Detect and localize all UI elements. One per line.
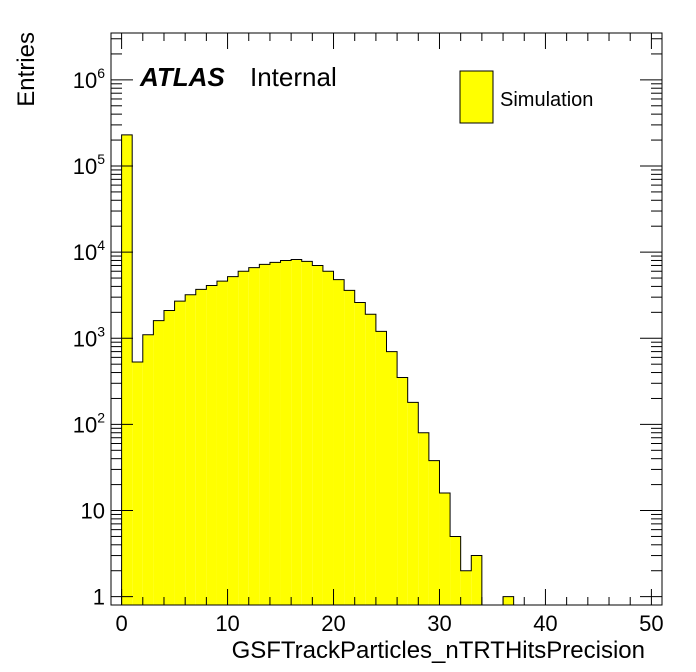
histogram-bar [216,281,228,605]
histogram-bar [354,302,366,605]
histogram-bar [450,536,461,605]
histogram-bar [238,271,249,605]
histogram-bar [227,276,239,605]
histogram-bar [280,260,292,605]
histogram-bar [344,290,355,605]
histogram-bar [428,460,440,605]
tick-labels: 0 10 20 30 40 50 1 10 102 103 104 105 106 [73,65,664,636]
histogram-bar [185,294,196,605]
histogram-bar [301,261,313,605]
x-tick-label: 30 [427,611,451,636]
histogram-bar [418,432,429,605]
histogram-bar [333,279,345,605]
internal-label: Internal [250,62,337,92]
histogram-bar [291,259,302,605]
legend-label-simulation: Simulation [500,89,593,111]
y-tick-label: 10 [81,499,105,524]
histogram-bar [397,377,408,605]
y-tick-label: 104 [73,237,105,265]
histogram-bar [375,331,387,605]
y-tick-label: 1 [93,585,105,610]
histogram-bar [365,314,376,605]
histogram-bar [142,334,154,605]
histogram-outline [111,134,662,606]
histogram-bar [206,285,217,605]
histogram-bar [386,351,398,605]
histogram-bar [471,555,482,605]
histogram-bar [248,267,260,605]
histogram-bar [439,492,451,605]
histogram-bar [503,596,514,605]
histogram-bar [259,264,270,605]
y-tick-label: 103 [73,323,105,351]
x-tick-label: 50 [639,611,663,636]
x-tick-label: 10 [215,611,239,636]
x-tick-label: 20 [321,611,345,636]
y-axis-title: Entries [13,32,40,107]
plot-frame [110,32,663,606]
histogram-bar [269,262,281,605]
histogram-bar [153,320,164,605]
y-tick-label: 102 [73,409,105,437]
plot-area [111,134,662,606]
atlas-label: ATLAS [139,62,225,92]
x-tick-label: 40 [533,611,557,636]
histogram-bar [460,570,472,605]
y-tick-label: 105 [73,151,105,179]
axis-ticks [111,33,662,605]
histogram-bar [322,271,334,605]
histogram-bar [312,265,323,605]
x-axis-title: GSFTrackParticles_nTRTHitsPrecision [232,637,645,664]
legend-swatch-simulation [459,70,494,124]
histogram-bar [195,289,207,605]
x-tick-label: 0 [115,611,127,636]
histogram-bar [407,402,419,605]
histogram-bar [132,362,143,605]
y-tick-label: 106 [73,65,105,93]
histogram-bar [121,134,133,605]
histogram-bar [174,301,186,605]
histogram-bar [163,310,175,605]
